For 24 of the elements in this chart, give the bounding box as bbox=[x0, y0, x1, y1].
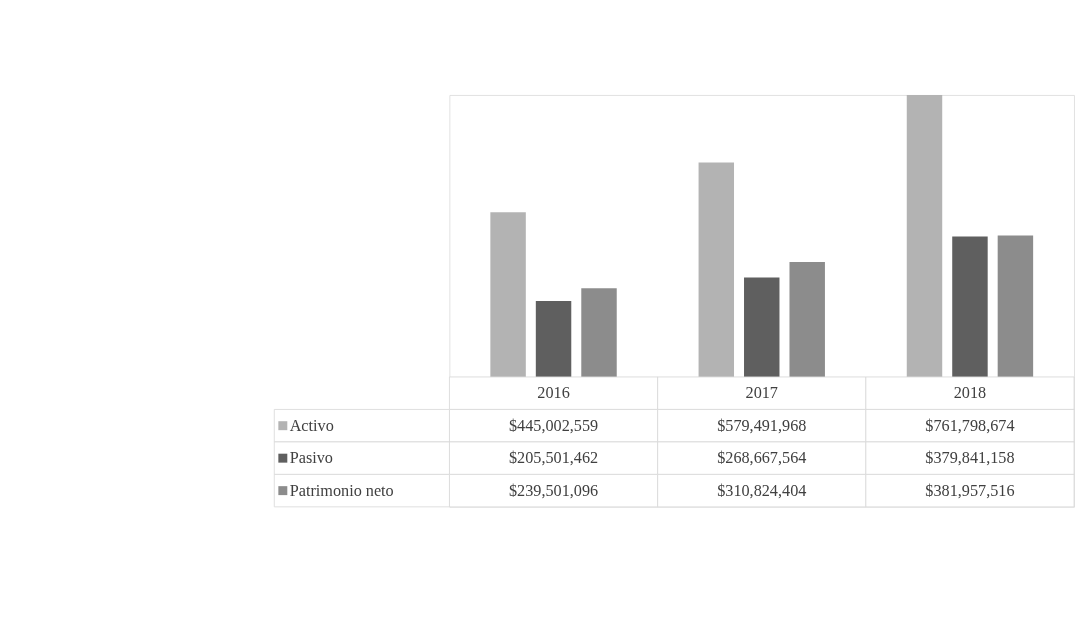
x-tick-label: 2017 bbox=[745, 384, 778, 403]
bar bbox=[581, 288, 617, 377]
bar bbox=[997, 235, 1034, 377]
data-label: $761,798,674 bbox=[925, 416, 1015, 435]
bar bbox=[535, 300, 572, 377]
data-label: $205,501,462 bbox=[508, 449, 599, 468]
x-tick-label: 2016 bbox=[537, 384, 570, 403]
bar bbox=[952, 236, 988, 377]
legend-label: Activo bbox=[289, 416, 334, 435]
bar bbox=[698, 162, 735, 377]
bar bbox=[789, 261, 825, 377]
bar bbox=[906, 95, 943, 377]
bar bbox=[490, 212, 526, 377]
data-label: $445,002,559 bbox=[508, 416, 599, 435]
legend-label: Pasivo bbox=[289, 449, 333, 468]
legend-label: Patrimonio neto bbox=[289, 481, 394, 500]
data-label: $268,667,564 bbox=[717, 449, 807, 468]
data-label: $381,957,516 bbox=[925, 481, 1015, 500]
bar bbox=[744, 277, 780, 377]
data-label: $310,824,404 bbox=[717, 481, 807, 500]
data-label: $379,841,158 bbox=[925, 449, 1015, 468]
data-label: $579,491,968 bbox=[717, 416, 807, 435]
data-label: $239,501,096 bbox=[508, 481, 599, 500]
x-tick-label: 2018 bbox=[953, 384, 987, 403]
